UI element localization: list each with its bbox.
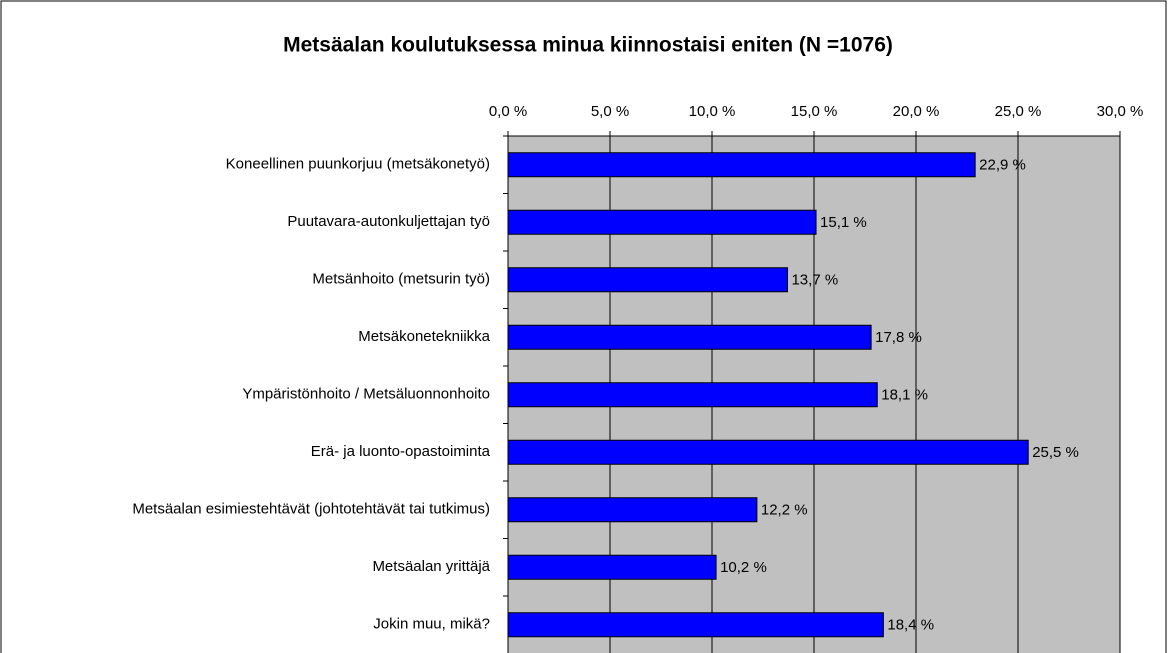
value-label: 25,5 % — [1032, 444, 1079, 461]
y-tick-label: Metsäkonetekniikka — [358, 328, 490, 345]
value-label: 18,4 % — [887, 617, 934, 634]
value-label: 13,7 % — [791, 272, 838, 289]
chart-title: Metsäalan koulutuksessa minua kiinnostai… — [283, 34, 893, 57]
bar — [507, 382, 878, 408]
bar — [507, 324, 872, 350]
x-tick-label: 30,0 % — [1097, 103, 1144, 120]
x-tick-label: 0,0 % — [489, 103, 527, 120]
bar — [507, 497, 758, 523]
bar — [507, 554, 717, 580]
value-label: 22,9 % — [979, 157, 1026, 174]
bar — [507, 267, 788, 293]
bar — [507, 209, 817, 235]
y-tick-label: Erä- ja luonto-opastoiminta — [311, 443, 491, 460]
x-tick-label: 20,0 % — [893, 103, 940, 120]
y-tick-label: Koneellinen puunkorjuu (metsäkonetyö) — [226, 156, 490, 173]
x-tick-label: 5,0 % — [591, 103, 629, 120]
value-label: 17,8 % — [875, 329, 922, 346]
value-label: 15,1 % — [820, 214, 867, 231]
x-tick-label: 15,0 % — [791, 103, 838, 120]
y-tick-label: Metsänhoito (metsurin työ) — [312, 271, 490, 288]
value-label: 18,1 % — [881, 387, 928, 404]
bar — [507, 612, 884, 638]
x-tick-label: 25,0 % — [995, 103, 1042, 120]
y-tick-label: Puutavara-autonkuljettajan työ — [287, 213, 490, 230]
y-tick-label: Jokin muu, mikä? — [373, 616, 490, 633]
value-label: 10,2 % — [720, 559, 767, 576]
value-label: 12,2 % — [761, 502, 808, 519]
y-tick-label: Metsäalan esimiestehtävät (johtotehtävät… — [132, 501, 490, 518]
bar — [507, 152, 976, 178]
bar — [507, 439, 1029, 465]
y-tick-label: Metsäalan yrittäjä — [372, 558, 490, 575]
x-tick-label: 10,0 % — [689, 103, 736, 120]
y-tick-label: Ympäristönhoito / Metsäluonnonhoito — [242, 386, 490, 403]
